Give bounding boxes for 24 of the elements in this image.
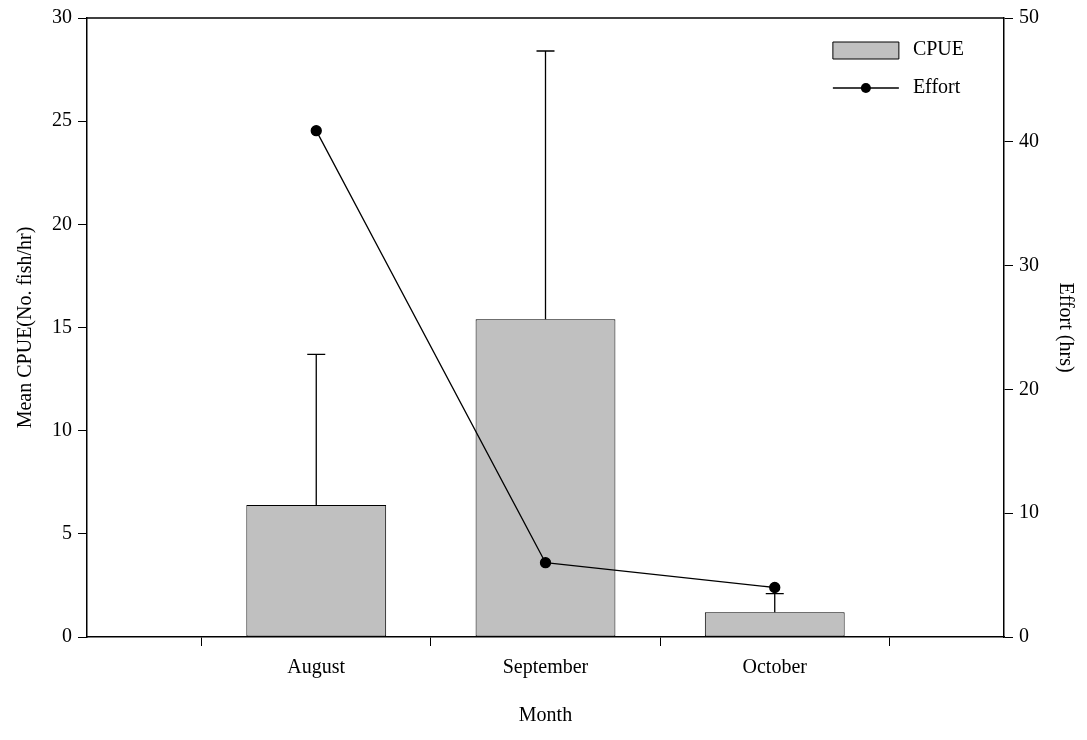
x-tick-label: August <box>287 655 346 679</box>
y-tick-label: 15 <box>52 314 72 337</box>
y-tick-label: 20 <box>52 211 72 234</box>
point <box>310 125 322 137</box>
legend-label: CPUE <box>912 37 964 60</box>
y-axis-title: Mean CPUE(No. fish/hr) <box>13 226 37 429</box>
x-tick-label: October <box>742 655 808 678</box>
y-tick-label: 0 <box>62 624 72 647</box>
point <box>769 581 781 594</box>
y2-tick-label: 50 <box>1019 5 1039 28</box>
y-tick-label: 5 <box>62 521 72 544</box>
y2-tick-label: 30 <box>1019 252 1039 275</box>
y-tick-label: 10 <box>52 417 72 440</box>
x-axis-title: Month <box>518 703 573 726</box>
point <box>539 557 552 569</box>
y2-tick-label: 0 <box>1019 624 1029 647</box>
x-tick-label: September <box>502 655 589 679</box>
y2-axis-title: Effort (hrs) <box>1054 282 1078 373</box>
y2-tick-label: 10 <box>1019 500 1039 523</box>
y-tick-label: 30 <box>52 5 72 28</box>
y-tick-label: 25 <box>52 108 72 131</box>
legend-label: Effort <box>912 75 961 98</box>
y2-tick-label: 20 <box>1019 376 1039 399</box>
y2-tick-label: 40 <box>1019 129 1039 152</box>
